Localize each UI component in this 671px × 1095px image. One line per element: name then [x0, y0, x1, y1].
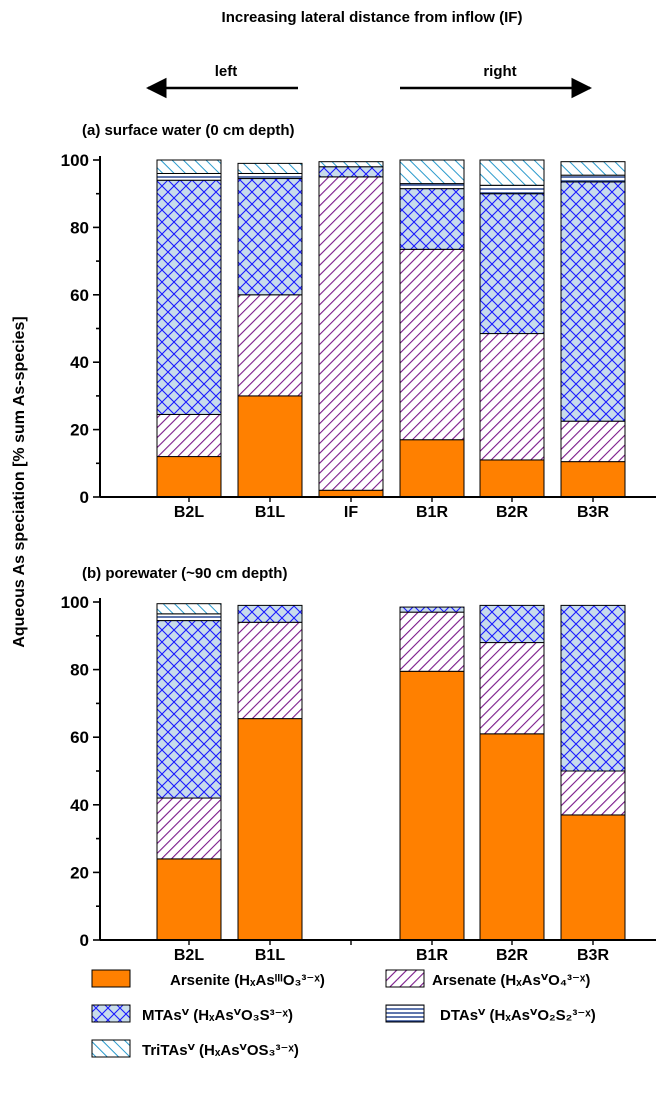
- bar-segment-arsenite-b1r: [399, 670, 465, 941]
- x-tick-label-b2r: B2R: [496, 504, 528, 521]
- y-tick-label: 40: [70, 796, 89, 815]
- y-tick-label: 100: [61, 593, 89, 612]
- bar-segment-arsenate-b1r: [399, 611, 465, 672]
- bar-segment-arsenate-b3r: [560, 770, 626, 816]
- bar-segment-arsenate-b2r: [479, 333, 545, 461]
- legend-label-tritas: TriTAsⱽ (HₓAsⱽOS₃³⁻ˣ): [142, 1042, 299, 1059]
- legend-label-dtas: DTAsⱽ (HₓAsⱽO₂S₂³⁻ˣ): [440, 1007, 596, 1024]
- bar-segment-arsenite-b1l: [237, 395, 303, 498]
- bar-segment-tritas-b1l: [237, 162, 303, 174]
- right-label: right: [483, 63, 516, 80]
- bar-segment-arsenate-b2l: [156, 797, 222, 860]
- bar-segment-arsenite-b1r: [399, 439, 465, 498]
- bar-segment-arsenite-b2l: [156, 858, 222, 941]
- x-tick-label-b1r: B1R: [416, 947, 448, 964]
- x-tick-label-b3r: B3R: [577, 947, 609, 964]
- bar-segment-mtas-b1r: [399, 606, 465, 613]
- x-tick-label-b1r: B1R: [416, 504, 448, 521]
- bar-segment-mtas-b2l: [156, 620, 222, 799]
- y-axis-label: Aqueous As speciation [% sum As-species]: [11, 316, 28, 647]
- bar-segment-arsenate-b2r: [479, 642, 545, 735]
- x-tick-label-b1l: B1L: [255, 947, 285, 964]
- bar-segment-mtas-b2r: [479, 193, 545, 335]
- y-tick-label: 100: [61, 151, 89, 170]
- y-tick-label: 60: [70, 286, 89, 305]
- legend: Arsenite (HₓAsᴵᴵᴵO₃³⁻ˣ) Arsenate (HₓAsⱽO…: [91, 969, 596, 1059]
- bar-segment-mtas-b2r: [479, 604, 545, 644]
- bar-segment-mtas-b2l: [156, 179, 222, 415]
- bar-segment-mtas-if: [318, 166, 384, 178]
- bar-segment-arsenite-b3r: [560, 814, 626, 941]
- bar-segment-tritas-b2l: [156, 159, 222, 174]
- bar-segment-tritas-b2l: [156, 603, 222, 615]
- bar-segment-arsenite-b2l: [156, 456, 222, 498]
- panel-a-plot: 0 20 40 60 80 100 B2L B1L IF B1R B2R B3R: [61, 151, 656, 521]
- bar-segment-mtas-b3r: [560, 181, 626, 422]
- legend-label-arsenite: Arsenite (HₓAsᴵᴵᴵO₃³⁻ˣ): [170, 972, 325, 989]
- bar-segment-dtas-b3r: [560, 174, 626, 183]
- y-tick-label: 80: [70, 661, 89, 680]
- legend-swatch-dtas: [385, 1004, 425, 1023]
- bar-segment-dtas-b2l: [156, 613, 222, 622]
- header-title: Increasing lateral distance from inflow …: [222, 9, 523, 26]
- x-tick-label-b3r: B3R: [577, 504, 609, 521]
- bar-segment-tritas-b3r: [560, 161, 626, 176]
- bar-segment-arsenite-if: [318, 489, 384, 498]
- y-tick-label: 40: [70, 353, 89, 372]
- legend-label-arsenate: Arsenate (HₓAsⱽO₄³⁻ˣ): [432, 972, 590, 989]
- bar-segment-arsenate-b1r: [399, 248, 465, 441]
- x-tick-label-b2l: B2L: [174, 947, 204, 964]
- legend-swatch-arsenate: [385, 969, 425, 988]
- bar-segment-arsenate-if: [318, 176, 384, 491]
- legend-swatch-tritas: [91, 1039, 131, 1058]
- panel-a-title: (a) surface water (0 cm depth): [82, 122, 295, 139]
- bar-segment-arsenate-b1l: [237, 621, 303, 720]
- x-tick-label-b2l: B2L: [174, 504, 204, 521]
- bar-segment-mtas-b1l: [237, 178, 303, 296]
- y-tick-label: 20: [70, 863, 89, 882]
- left-label: left: [215, 63, 238, 80]
- legend-swatch-arsenite: [91, 969, 131, 988]
- bar-segment-dtas-b2r: [479, 184, 545, 195]
- y-tick-label: 20: [70, 421, 89, 440]
- bar-segment-mtas-b1r: [399, 188, 465, 250]
- bar-segment-arsenite-b1l: [237, 718, 303, 941]
- bar-segment-arsenite-b2r: [479, 459, 545, 498]
- legend-swatch-mtas: [91, 1004, 131, 1023]
- bar-segment-arsenate-b1l: [237, 294, 303, 397]
- bar-segment-dtas-b1r: [399, 183, 465, 190]
- bar-segment-tritas-b1r: [399, 159, 465, 185]
- x-tick-label-if: IF: [344, 504, 358, 521]
- bar-segment-mtas-b3r: [560, 604, 626, 772]
- bar-segment-arsenate-b3r: [560, 420, 626, 463]
- bar-segment-mtas-b1l: [237, 604, 303, 623]
- x-tick-label-b1l: B1L: [255, 504, 285, 521]
- bar-segment-arsenite-b3r: [560, 461, 626, 498]
- x-tick-label-b2r: B2R: [496, 947, 528, 964]
- y-tick-label: 0: [80, 931, 89, 950]
- bar-segment-dtas-b2l: [156, 172, 222, 181]
- bar-segment-arsenite-b2r: [479, 733, 545, 941]
- y-tick-label: 80: [70, 218, 89, 237]
- panel-b-title: (b) porewater (~90 cm depth): [82, 565, 287, 582]
- bar-segment-arsenate-b2l: [156, 413, 222, 458]
- bar-segment-tritas-b2r: [479, 159, 545, 186]
- y-tick-label: 60: [70, 728, 89, 747]
- bar-segment-tritas-if: [318, 161, 384, 168]
- legend-label-mtas: MTAsⱽ (HₓAsⱽO₃S³⁻ˣ): [142, 1007, 293, 1024]
- bar-segment-dtas-b1l: [237, 172, 303, 180]
- panel-b-plot: 0 20 40 60 80 100 B2L B1L B1R B2R B3R: [61, 593, 656, 964]
- y-tick-label: 0: [80, 488, 89, 507]
